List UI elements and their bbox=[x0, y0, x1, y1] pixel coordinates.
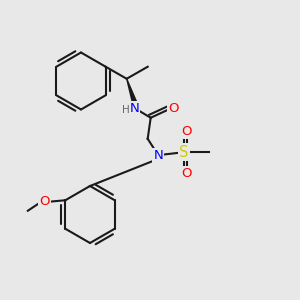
Text: O: O bbox=[39, 195, 50, 208]
Text: O: O bbox=[181, 125, 191, 138]
Polygon shape bbox=[127, 79, 138, 106]
Text: O: O bbox=[181, 167, 191, 180]
Text: H: H bbox=[122, 105, 130, 115]
Text: O: O bbox=[169, 102, 179, 115]
Text: S: S bbox=[179, 145, 188, 160]
Text: N: N bbox=[129, 102, 139, 115]
Text: N: N bbox=[153, 149, 163, 162]
